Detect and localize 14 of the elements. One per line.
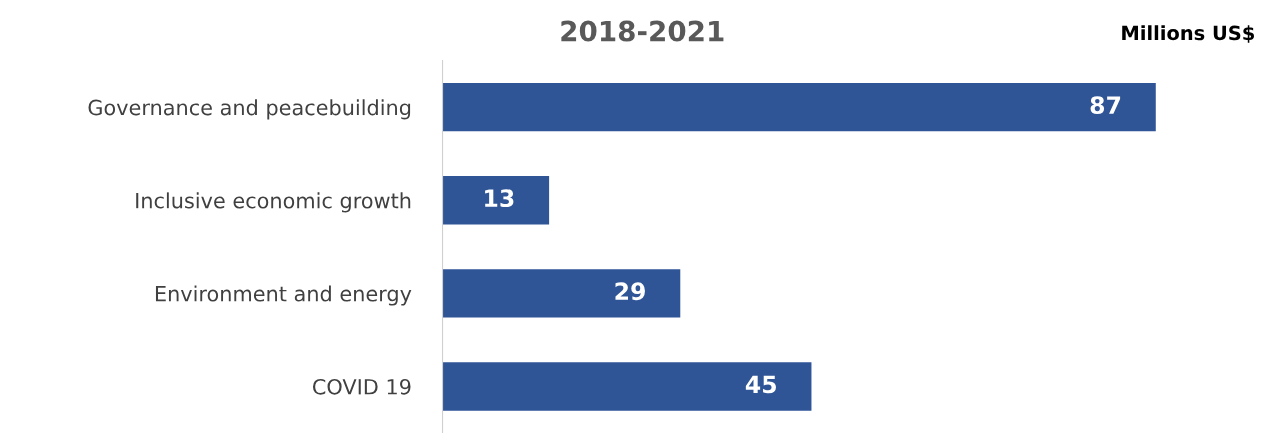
data-label: 13: [485, 189, 514, 208]
y-tick-label: COVID 19: [312, 378, 411, 395]
y-tick-label: Inclusive economic growth: [136, 192, 411, 213]
bar: [442, 176, 550, 225]
chart-title: 2018-2021: [561, 20, 724, 42]
text: Millions US$: [1122, 25, 1254, 43]
data-label: 87: [1090, 96, 1121, 115]
bar: [442, 82, 1156, 132]
bar: [442, 362, 812, 411]
data-label: 29: [615, 282, 645, 301]
data-label: 45: [745, 375, 776, 394]
y-tick-label: Governance and peacebuilding: [88, 99, 411, 120]
y-tick-label: Environment and energy: [155, 285, 412, 306]
bar: [442, 269, 681, 318]
